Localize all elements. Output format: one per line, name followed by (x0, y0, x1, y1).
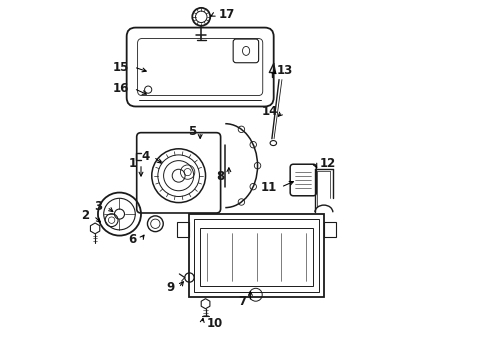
FancyBboxPatch shape (290, 164, 317, 196)
Text: 9: 9 (166, 281, 174, 294)
Text: 11: 11 (260, 181, 276, 194)
Text: 16: 16 (113, 82, 129, 95)
Text: 15: 15 (113, 60, 129, 73)
Text: 8: 8 (216, 170, 224, 183)
Text: 1: 1 (128, 157, 137, 170)
Text: 12: 12 (319, 157, 336, 170)
Text: 4: 4 (141, 150, 149, 163)
FancyBboxPatch shape (137, 133, 220, 213)
Text: 3: 3 (95, 201, 102, 213)
Text: 5: 5 (188, 125, 196, 138)
Text: 13: 13 (276, 64, 293, 77)
FancyBboxPatch shape (233, 39, 259, 63)
Text: 7: 7 (238, 296, 246, 309)
Text: 10: 10 (206, 317, 222, 330)
Text: 17: 17 (219, 8, 235, 21)
Text: 2: 2 (81, 210, 89, 222)
Text: 6: 6 (128, 233, 137, 246)
Text: 14: 14 (262, 105, 278, 118)
